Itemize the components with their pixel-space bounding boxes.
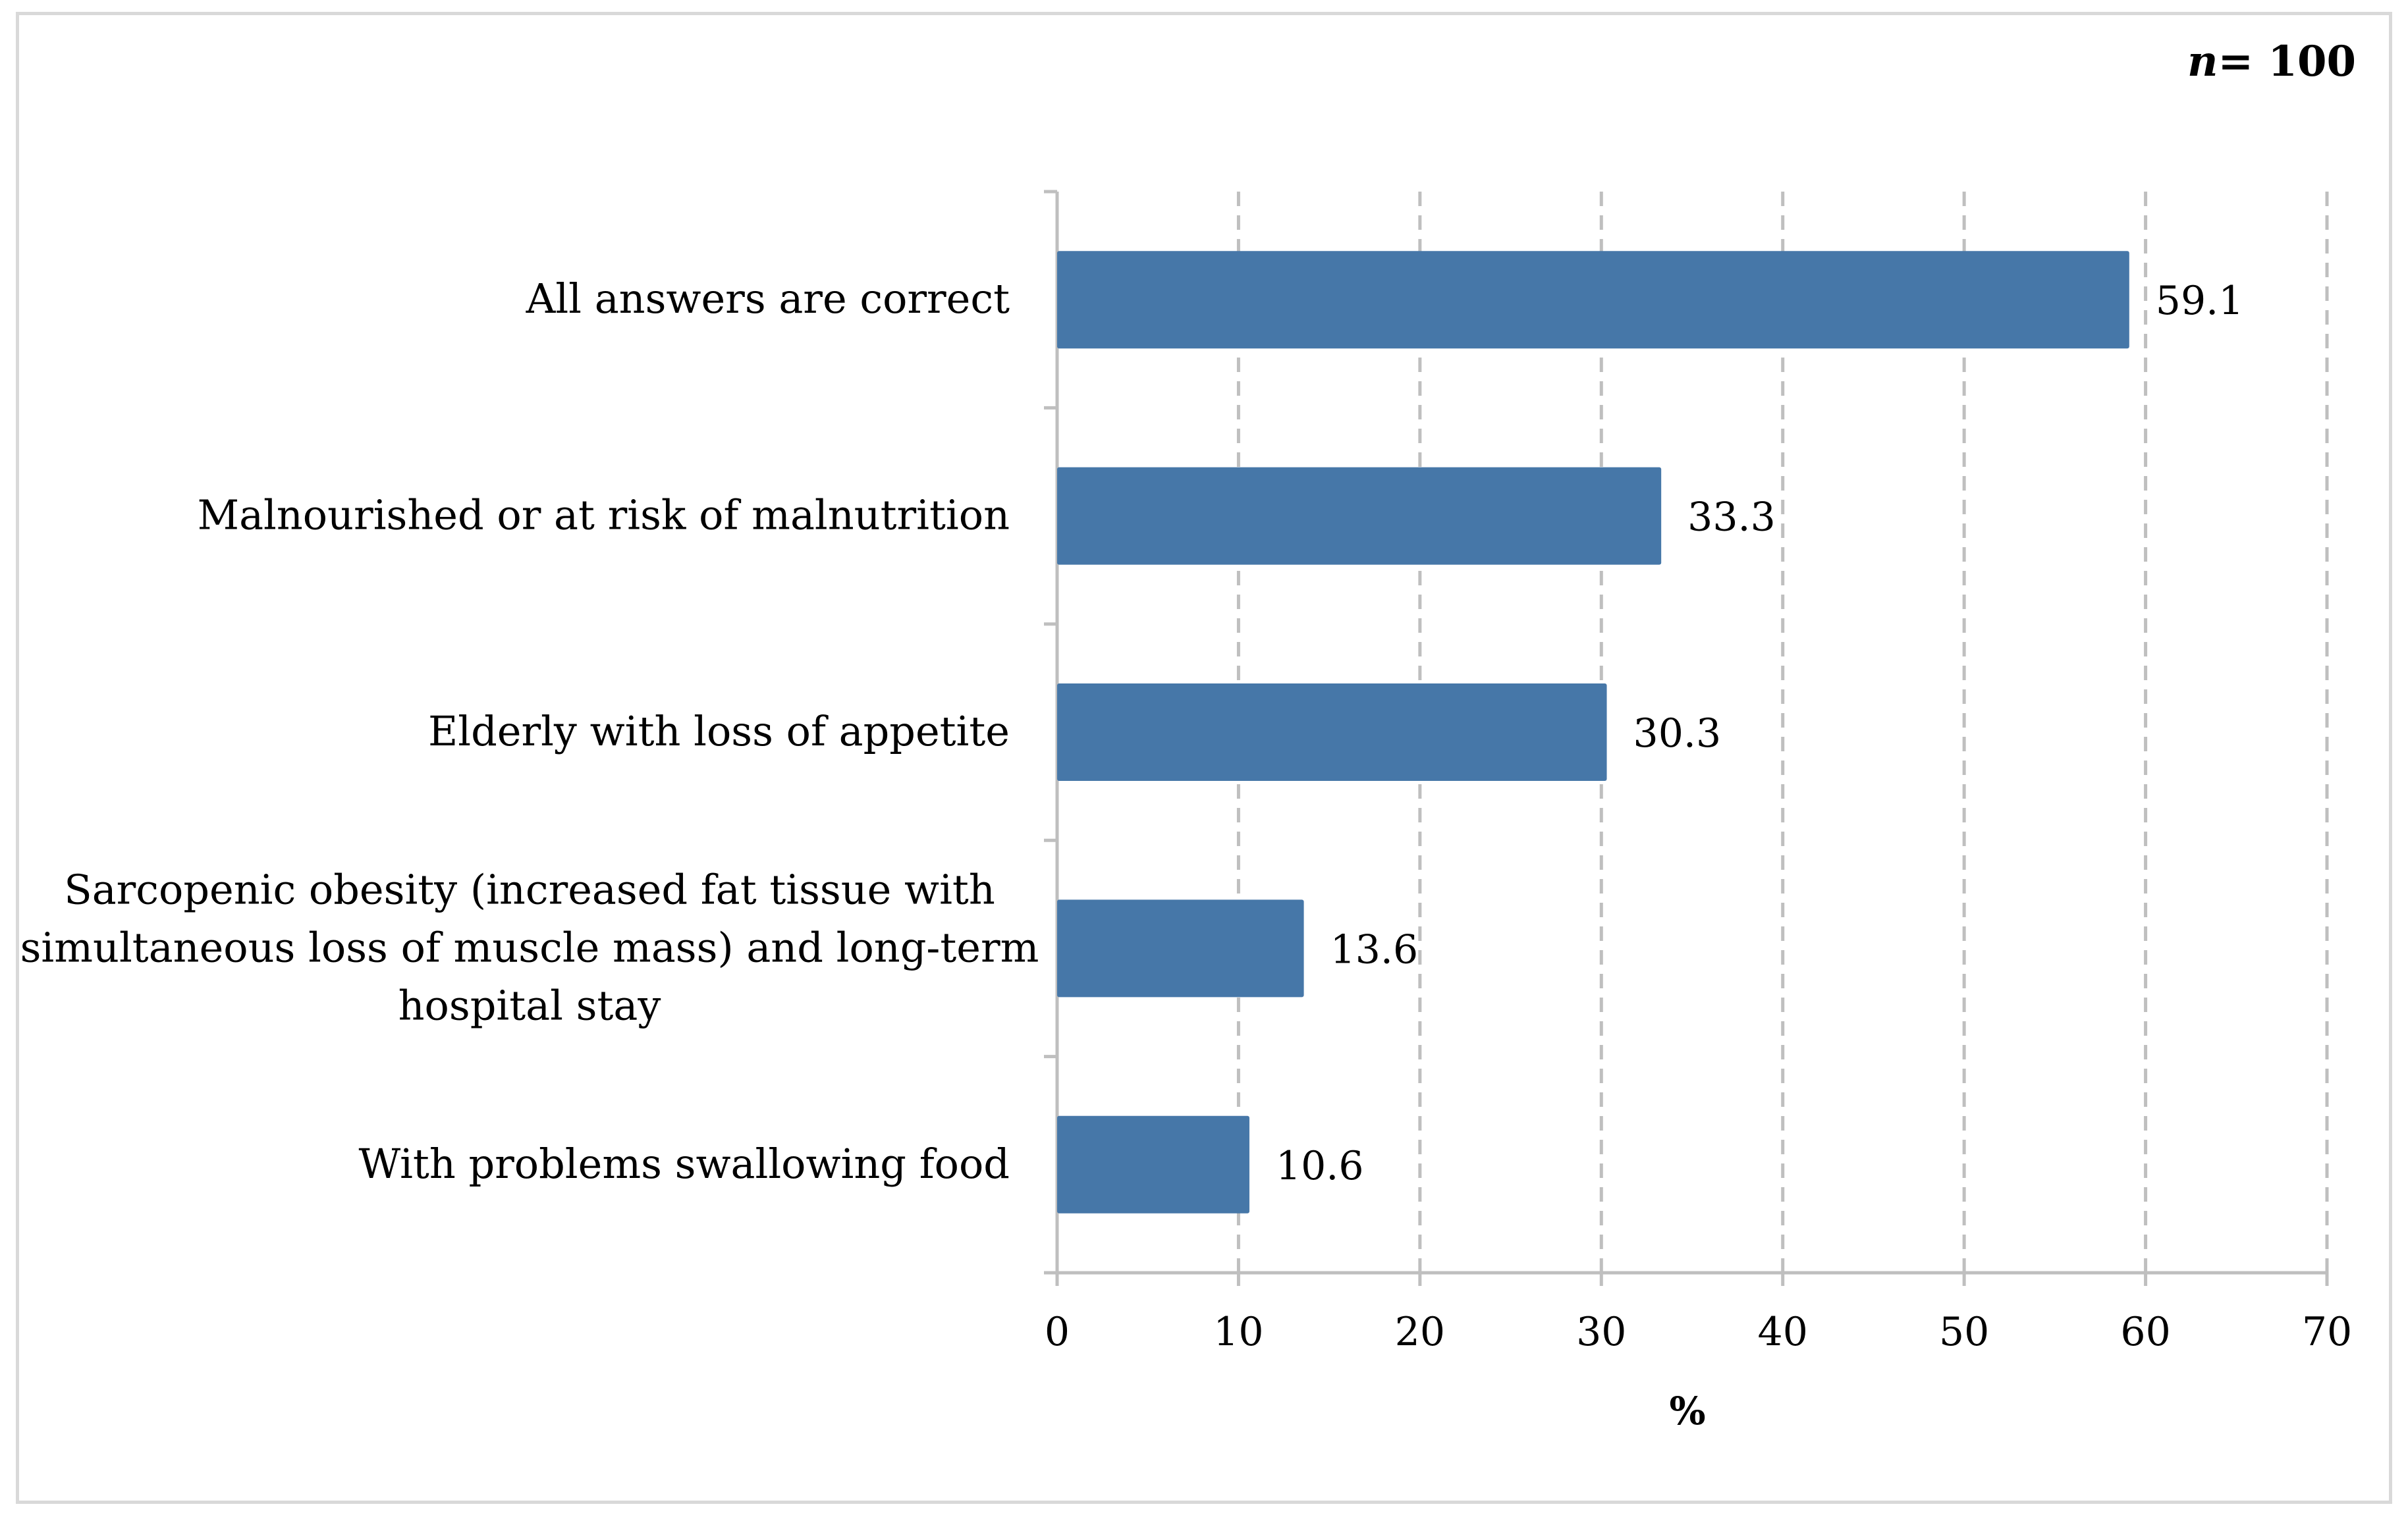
category-label-4: simultaneous loss of muscle mass) and lo… [20,923,1039,971]
gridlines [1236,192,2329,1273]
bar-5 [1057,1115,1249,1214]
bar-4 [1057,899,1304,998]
n-value: = 100 [2218,37,2357,86]
x-tick-label: 0 [1045,1309,1070,1355]
figure-frame: 0 10 20 30 40 50 60 70 59.1 All answers are corre… [16,12,2392,1504]
data-label-2: 33.3 [1687,494,1776,541]
bar-chart: 0 10 20 30 40 50 60 70 59.1 All answers are corre… [20,37,2356,1433]
category-label-4: Sarcopenic obesity (increased fat tissue… [64,865,995,913]
category-label-1: All answers are correct [526,275,1010,323]
x-tick-label: 40 [1758,1309,1808,1355]
bars [1057,251,2129,1214]
x-tick-label: 50 [1939,1309,1989,1355]
bar-3 [1057,683,1607,781]
category-label-3: Elderly with loss of appetite [428,707,1010,755]
labels: 0 10 20 30 40 50 60 70 59.1 All answers are corre… [20,275,2353,1355]
x-tick-label: 30 [1576,1309,1626,1355]
sample-size-annotation: n= 100 [2187,37,2356,86]
category-label-5: With problems swallowing food [358,1140,1010,1188]
x-tick-label: 60 [2120,1309,2170,1355]
data-label-3: 30.3 [1633,710,1722,757]
x-tick-label: 70 [2302,1309,2352,1355]
x-tick-label: 20 [1395,1309,1445,1355]
bar-2 [1057,467,1662,565]
data-label-4: 13.6 [1330,926,1419,973]
category-label-2: Malnourished or at risk of malnutrition [198,491,1010,539]
data-label-1: 59.1 [2156,278,2244,324]
category-label-4: hospital stay [398,981,661,1029]
bar-1 [1057,251,2129,349]
data-label-5: 10.6 [1276,1143,1364,1189]
x-axis-title: % [1669,1389,1705,1433]
n-symbol: n [2187,37,2218,86]
x-tick-label: 10 [1213,1309,1263,1355]
